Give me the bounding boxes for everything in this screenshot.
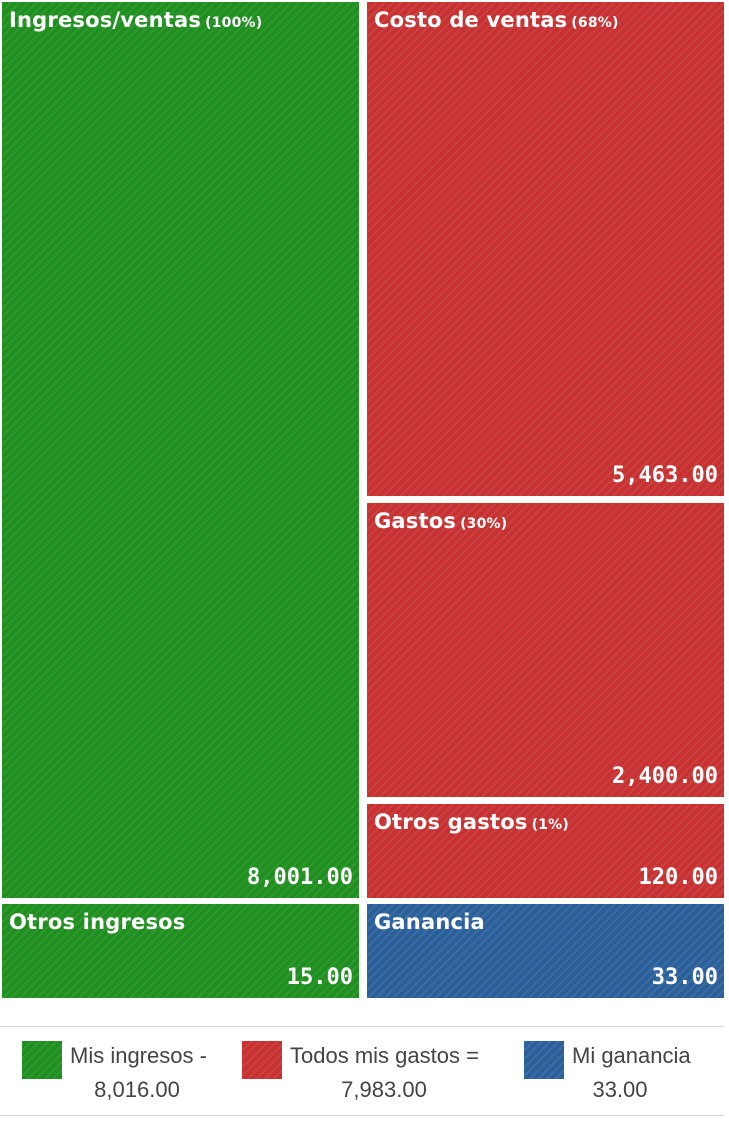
tile-otros-gastos: Otros gastos (1%) 120.00 bbox=[367, 804, 724, 898]
legend-item-gastos: Todos mis gastos = 7,983.00 bbox=[242, 1041, 524, 1102]
tile-percent: (68%) bbox=[571, 15, 619, 31]
legend-value: 7,983.00 bbox=[341, 1077, 427, 1102]
tile-value: 15.00 bbox=[286, 965, 353, 990]
tile-value: 33.00 bbox=[651, 965, 718, 990]
tile-ganancia: Ganancia 33.00 bbox=[367, 904, 724, 998]
legend-item-ganancia: Mi ganancia 33.00 bbox=[524, 1041, 724, 1102]
tile-ingresos-ventas: Ingresos/ventas (100%) 8,001.00 bbox=[2, 2, 359, 898]
chart-legend: Mis ingresos - 8,016.00 Todos mis gastos… bbox=[0, 1026, 724, 1116]
tile-title: Ingresos/ventas (100%) bbox=[9, 8, 263, 32]
tile-title: Costo de ventas (68%) bbox=[374, 8, 619, 32]
legend-value: 33.00 bbox=[592, 1077, 648, 1102]
tile-title: Otros ingresos bbox=[9, 910, 186, 934]
legend-label: Mis ingresos - bbox=[70, 1043, 207, 1068]
tile-percent: (1%) bbox=[531, 817, 569, 833]
treemap-chart: Ingresos/ventas (100%) 8,001.00 Otros ing… bbox=[2, 2, 724, 998]
legend-swatch-income bbox=[22, 1041, 62, 1079]
legend-swatch-expense bbox=[242, 1041, 282, 1079]
tile-title: Ganancia bbox=[374, 910, 485, 934]
tile-value: 2,400.00 bbox=[612, 764, 718, 789]
tile-title: Otros gastos (1%) bbox=[374, 810, 569, 834]
tile-value: 120.00 bbox=[638, 865, 718, 890]
legend-label: Mi ganancia bbox=[572, 1043, 691, 1068]
tile-costo-ventas: Costo de ventas (68%) 5,463.00 bbox=[367, 2, 724, 496]
tile-gastos: Gastos (30%) 2,400.00 bbox=[367, 503, 724, 797]
tile-title: Gastos (30%) bbox=[374, 509, 508, 533]
legend-item-ingresos: Mis ingresos - 8,016.00 bbox=[22, 1041, 242, 1102]
legend-swatch-profit bbox=[524, 1041, 564, 1079]
tile-value: 5,463.00 bbox=[612, 463, 718, 488]
tile-value: 8,001.00 bbox=[247, 865, 353, 890]
legend-label: Todos mis gastos = bbox=[290, 1043, 479, 1068]
tile-percent: (100%) bbox=[205, 15, 263, 31]
tile-otros-ingresos: Otros ingresos 15.00 bbox=[2, 904, 359, 998]
tile-percent: (30%) bbox=[460, 516, 508, 532]
legend-value: 8,016.00 bbox=[94, 1077, 180, 1102]
